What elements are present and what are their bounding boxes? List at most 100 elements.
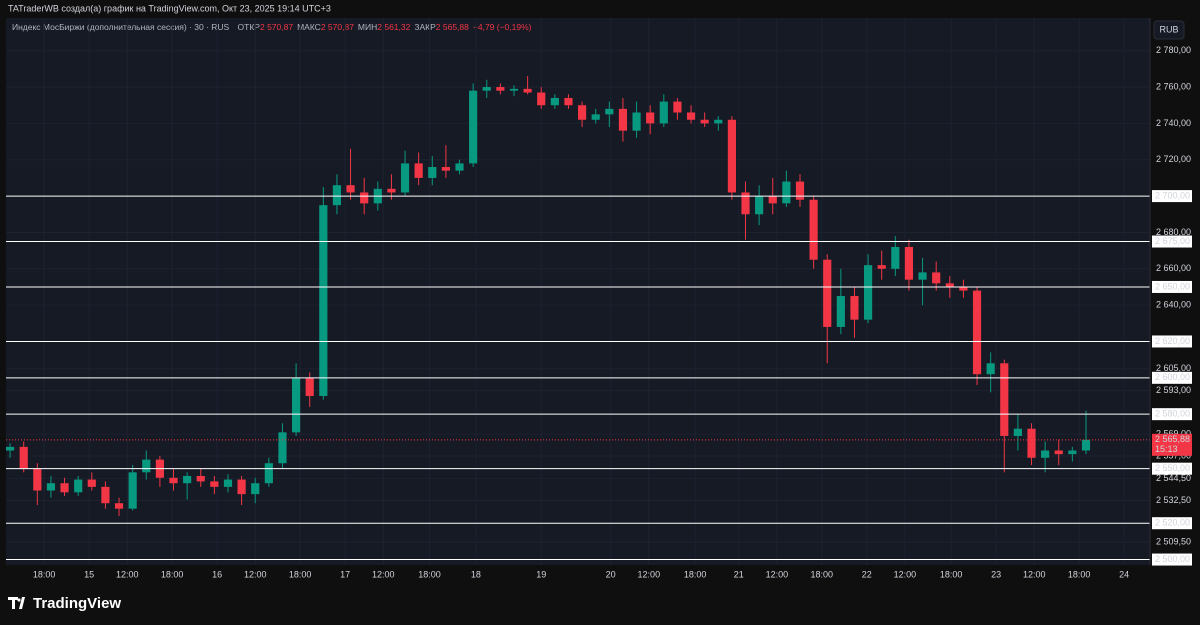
candle-body [809,199,818,260]
candle-body [509,88,519,91]
level-label-box [1152,235,1192,248]
legend-value: 2 570,87 [260,22,293,32]
level-label: 2 700,00 [1155,190,1190,200]
candle-body [1027,428,1036,458]
candle-body [632,112,641,131]
candle-body [237,479,246,495]
candle-body [455,163,464,171]
candle-body [74,479,83,493]
x-tick-label: 17 [340,569,350,579]
level-label: 2 600,00 [1155,372,1190,382]
y-tick-label: 2 680,00 [1156,227,1191,237]
level-label-box [1152,517,1192,530]
y-tick-label: 2 760,00 [1156,81,1191,91]
candle-body [469,90,478,164]
candle-body [741,192,750,215]
x-tick-label: 18:00 [940,569,963,579]
candle-body [101,486,110,504]
candle-body [169,477,178,484]
x-tick-label: 19 [536,569,546,579]
x-tick-label: 18 [471,569,481,579]
candle-body [46,483,56,491]
candle-body [646,112,655,124]
candle-body [278,432,287,464]
level-label: 2 550,00 [1155,463,1190,473]
legend-label: ЗАКР [414,22,436,32]
candle-body [496,87,505,91]
candle-body [128,472,137,509]
candle-body [904,246,914,280]
candle-body [605,108,614,115]
currency[interactable]: RUB [1159,24,1178,34]
x-tick-label: 18:00 [811,569,834,579]
level-label-box [1152,462,1192,475]
x-tick-label: 18:00 [33,569,56,579]
candle-body [550,97,559,106]
candle-body [6,446,15,451]
legend: Индекс МосБиржи (дополнительная сессия) … [12,22,532,32]
level-label: 2 675,00 [1155,236,1190,246]
x-tick-label: 20 [606,569,616,579]
candle-body [986,363,995,375]
candle-body [1054,450,1063,455]
candle-body [223,479,233,487]
x-tick-label: 18:00 [1068,569,1091,579]
candle-body [346,185,355,193]
candle-body [1041,450,1050,458]
y-tick-label: 2 544,50 [1156,473,1191,483]
candle-body [686,112,696,120]
x-tick-label: 22 [862,569,872,579]
level-label: 2 650,00 [1155,281,1190,291]
x-tick-label: 12:00 [894,569,917,579]
candle-body [33,468,42,491]
legend-value: 2 570,87 [321,22,354,32]
author-line: TATraderWB создал(а) график на TradingVi… [8,3,331,13]
y-tick-label: 2 740,00 [1156,118,1191,128]
level-label: 2 520,00 [1155,518,1190,528]
logo-icon [8,597,25,609]
candle-body [360,192,369,204]
y-tick-label: 2 720,00 [1156,154,1191,164]
candle-body [1000,363,1009,436]
candle-body [755,196,764,215]
candle-body [714,119,723,124]
candle-body [795,181,805,200]
x-tick-label: 12:00 [638,569,661,579]
candle-body [823,259,832,327]
candle-body [305,377,314,396]
candle-body [591,114,600,120]
y-tick-label: 2 640,00 [1156,300,1191,310]
candle-body [264,463,273,484]
x-tick-label: 12:00 [116,569,139,579]
candle-body [659,101,668,124]
x-tick-label: 23 [991,569,1001,579]
last-price-box [1152,433,1192,456]
level-label-box [1152,190,1192,203]
legend-value: 2 565,88 [436,22,469,32]
currency-button[interactable] [1153,20,1185,40]
candle-body [414,163,423,178]
y-tick-label: 2 605,00 [1156,363,1191,373]
y-tick-label: 2 593,00 [1156,385,1191,395]
x-tick-label: 18:00 [684,569,707,579]
candle-body [292,377,301,433]
change: −4,79 (−0,19%) [473,22,532,32]
x-tick-label: 21 [734,569,744,579]
candle-body [877,265,886,269]
level-label: 2 500,00 [1155,554,1190,564]
level-label-box [1152,553,1192,566]
candle-body [114,503,124,509]
candle-body [60,483,69,493]
candle-body [482,87,491,91]
candle-body [1068,450,1077,455]
candle-body [768,196,777,204]
x-tick-label: 15 [84,569,94,579]
y-tick-label: 2 532,50 [1156,495,1191,505]
x-tick-label: 12:00 [372,569,395,579]
candle-body [183,475,192,484]
x-tick-label: 16 [212,569,222,579]
candle-body [400,163,410,193]
candle-body [945,283,954,287]
last-price-label: 2 565,88 [1155,434,1190,444]
